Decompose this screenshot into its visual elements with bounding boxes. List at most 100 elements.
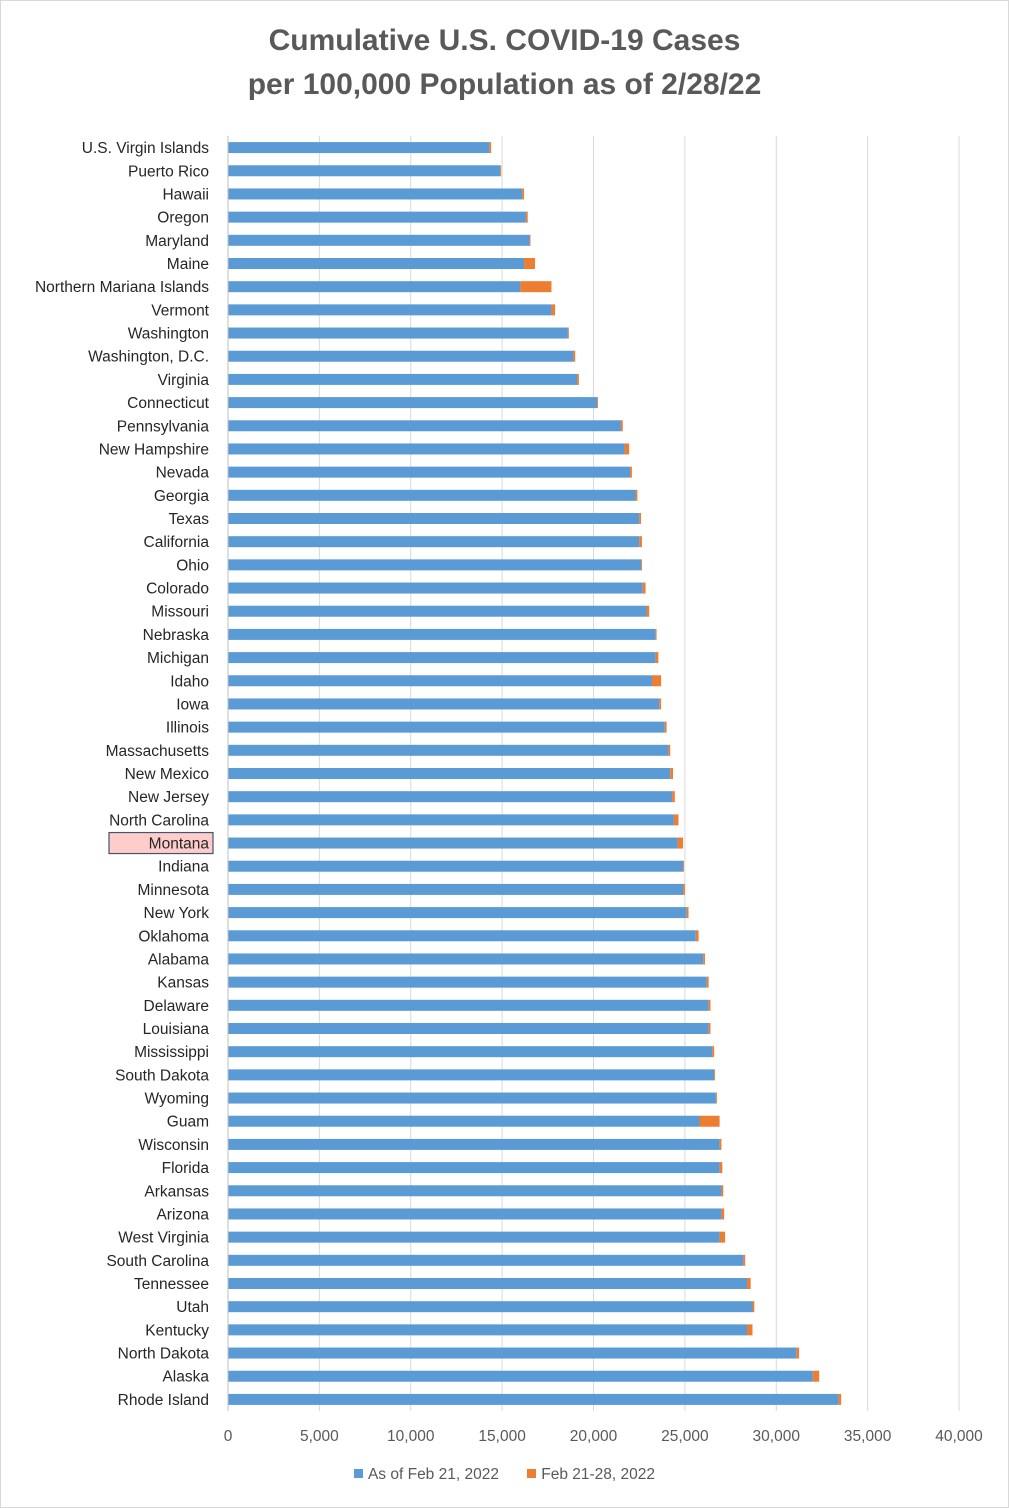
category-label-florida: Florida <box>162 1160 210 1177</box>
bar-new-jersey-as-of-feb-21 <box>228 791 673 803</box>
bar-iowa-feb-21-28 <box>659 698 662 710</box>
bar-washington-d-c-as-of-feb-21 <box>228 350 574 362</box>
bar-missouri-feb-21-28 <box>646 605 650 617</box>
bar-virginia-as-of-feb-21 <box>228 373 578 385</box>
x-tick-label-10000: 10,000 <box>387 1428 435 1445</box>
bar-nevada-feb-21-28 <box>630 466 632 478</box>
category-label-michigan: Michigan <box>147 650 209 667</box>
bar-pennsylvania-as-of-feb-21 <box>228 420 621 432</box>
category-label-hawaii: Hawaii <box>162 186 209 203</box>
bar-minnesota-feb-21-28 <box>683 883 685 895</box>
bar-maryland-feb-21-28 <box>529 234 531 246</box>
bar-tennessee-as-of-feb-21 <box>228 1278 748 1289</box>
x-tick-label-20000: 20,000 <box>570 1428 618 1445</box>
bar-chart: U.S. Virgin Islands Puerto Rico Hawaii Oreg… <box>35 136 983 1445</box>
category-label-massachusetts: Massachusetts <box>106 743 210 760</box>
bar-montana-as-of-feb-21 <box>228 837 678 849</box>
bar-rhode-island-as-of-feb-21 <box>228 1393 839 1405</box>
bar-colorado-as-of-feb-21 <box>228 582 643 594</box>
category-label-minnesota: Minnesota <box>137 882 209 899</box>
category-label-arkansas: Arkansas <box>144 1183 209 1200</box>
bar-hawaii-feb-21-28 <box>522 188 525 200</box>
category-label-california: California <box>144 534 210 551</box>
bar-washington-d-c-feb-21-28 <box>573 350 576 362</box>
bar-nevada-as-of-feb-21 <box>228 466 631 478</box>
category-label-alabama: Alabama <box>148 951 210 968</box>
category-label-new-mexico: New Mexico <box>125 766 209 783</box>
bar-texas-feb-21-28 <box>639 513 642 524</box>
bar-kansas-feb-21-28 <box>706 976 709 988</box>
category-label-illinois: Illinois <box>166 720 209 737</box>
bar-alaska-as-of-feb-21 <box>228 1370 813 1382</box>
bar-montana-feb-21-28 <box>677 837 684 849</box>
bar-nebraska-feb-21-28 <box>655 628 657 640</box>
bar-minnesota-as-of-feb-21 <box>228 883 684 895</box>
bar-hawaii-as-of-feb-21 <box>228 188 523 200</box>
bar-new-mexico-as-of-feb-21 <box>228 768 671 779</box>
chart-title-line-2: per 100,000 Population as of 2/28/22 <box>247 68 762 101</box>
bar-connecticut-as-of-feb-21 <box>228 397 598 409</box>
bar-indiana-feb-21-28 <box>683 860 684 872</box>
category-label-tennessee: Tennessee <box>134 1276 209 1293</box>
category-label-connecticut: Connecticut <box>127 395 210 412</box>
category-label-oklahoma: Oklahoma <box>138 928 209 945</box>
x-tick-label-40000: 40,000 <box>935 1428 983 1445</box>
bar-new-york-feb-21-28 <box>686 907 689 919</box>
bar-wisconsin-feb-21-28 <box>719 1138 722 1150</box>
bar-delaware-feb-21-28 <box>708 999 711 1011</box>
bar-wyoming-feb-21-28 <box>715 1092 717 1104</box>
bar-illinois-feb-21-28 <box>664 721 667 733</box>
bar-northern-mariana-islands-as-of-feb-21 <box>228 281 521 293</box>
bar-florida-feb-21-28 <box>719 1162 723 1174</box>
category-label-iowa: Iowa <box>176 696 209 713</box>
bar-alaska-feb-21-28 <box>812 1370 820 1382</box>
legend-item-feb-21-28: Feb 21-28, 2022 <box>527 1466 655 1484</box>
category-label-texas: Texas <box>169 511 210 528</box>
bar-arizona-as-of-feb-21 <box>228 1208 722 1220</box>
legend: As of Feb 21, 2022 Feb 21-28, 2022 <box>0 1466 1009 1484</box>
bar-new-mexico-feb-21-28 <box>670 768 673 779</box>
bar-puerto-rico-as-of-feb-21 <box>228 165 501 177</box>
category-label-utah: Utah <box>176 1299 209 1316</box>
category-label-idaho: Idaho <box>170 673 209 690</box>
bar-new-hampshire-feb-21-28 <box>624 443 630 455</box>
bar-kentucky-as-of-feb-21 <box>228 1324 748 1336</box>
bar-nebraska-as-of-feb-21 <box>228 628 656 640</box>
bar-u-s-virgin-islands-feb-21-28 <box>489 142 492 154</box>
bar-washington-feb-21-28 <box>567 327 569 339</box>
bar-maine-as-of-feb-21 <box>228 258 525 269</box>
x-tick-label-35000: 35,000 <box>844 1428 892 1445</box>
bar-south-carolina-as-of-feb-21 <box>228 1254 744 1266</box>
bar-mississippi-feb-21-28 <box>712 1046 715 1058</box>
bar-utah-as-of-feb-21 <box>228 1301 753 1313</box>
category-label-louisiana: Louisiana <box>143 1021 210 1038</box>
bar-utah-feb-21-28 <box>752 1301 755 1313</box>
bar-georgia-as-of-feb-21 <box>228 489 636 501</box>
bar-west-virginia-feb-21-28 <box>719 1231 726 1243</box>
category-label-new-jersey: New Jersey <box>128 789 209 806</box>
category-label-washington: Washington <box>128 326 209 343</box>
category-label-maine: Maine <box>167 256 209 273</box>
bar-northern-mariana-islands-feb-21-28 <box>520 281 552 293</box>
bar-oklahoma-feb-21-28 <box>695 930 699 942</box>
x-tick-label-5000: 5,000 <box>300 1428 339 1445</box>
legend-label: As of Feb 21, 2022 <box>367 1466 499 1483</box>
bar-delaware-as-of-feb-21 <box>228 999 709 1011</box>
category-label-alaska: Alaska <box>162 1369 209 1386</box>
bar-indiana-as-of-feb-21 <box>228 860 684 872</box>
bar-arkansas-as-of-feb-21 <box>228 1185 722 1197</box>
bar-wisconsin-as-of-feb-21 <box>228 1138 720 1150</box>
bar-pennsylvania-feb-21-28 <box>620 420 623 432</box>
category-label-guam: Guam <box>167 1114 209 1131</box>
category-label-kentucky: Kentucky <box>145 1322 209 1339</box>
legend-swatch-blue <box>353 1469 363 1478</box>
category-label-oregon: Oregon <box>157 210 209 227</box>
bar-guam-as-of-feb-21 <box>228 1115 700 1127</box>
bar-michigan-as-of-feb-21 <box>228 652 656 664</box>
bar-ohio-feb-21-28 <box>641 559 642 571</box>
legend-swatch-orange <box>527 1469 537 1478</box>
bar-connecticut-feb-21-28 <box>597 397 599 409</box>
category-label-indiana: Indiana <box>158 859 209 876</box>
bar-kansas-as-of-feb-21 <box>228 976 707 988</box>
category-label-delaware: Delaware <box>144 998 209 1015</box>
